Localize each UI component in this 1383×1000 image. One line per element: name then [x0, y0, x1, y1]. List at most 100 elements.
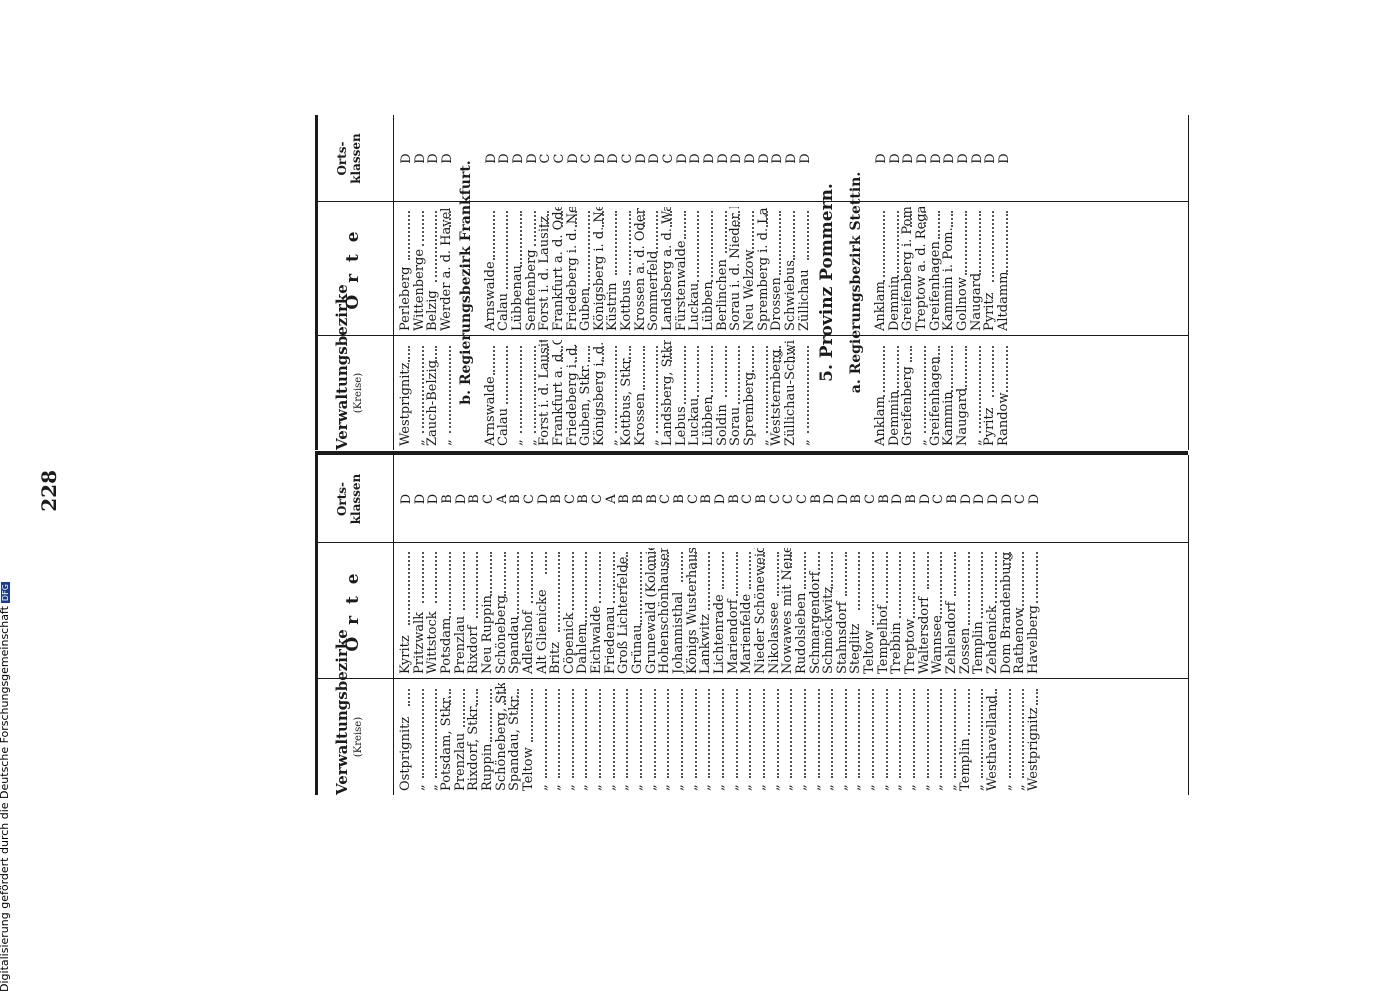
- right-bezirk-cell: Naugard: [955, 387, 970, 446]
- left-bezirk-cell: „: [945, 784, 959, 791]
- right-ort-cell: Friedeberg i. d. Neum.: [565, 207, 580, 331]
- left-ort-cell: Grunewald (Kolonie): [644, 548, 659, 674]
- left-ort-leader: [448, 552, 451, 618]
- left-ort-cell: Nowawes mit Neuendorf: [781, 548, 795, 674]
- left-ort-leader: [831, 552, 834, 589]
- left-bezirk-cell: „: [822, 784, 836, 791]
- right-bezirk-leader: [711, 346, 714, 397]
- right-bezirk-cell: Landsberg, Stkr.: [661, 340, 675, 446]
- left-bezirk-leader: [817, 689, 820, 778]
- left-bezirk-cell: „: [644, 784, 659, 791]
- dfg-logo: DFG: [1, 582, 10, 604]
- left-ort-cell: Alt Glienicke: [535, 589, 550, 674]
- header-bezirk-sub: (Kreise): [353, 716, 364, 758]
- left-ort-leader: [872, 552, 875, 625]
- left-bezirk-cell: „: [931, 784, 945, 791]
- right-bezirk-cell: Randow: [996, 392, 1011, 447]
- left-ort-cell: Stahnsdorf: [835, 601, 850, 674]
- right-ort-cell: Belzig: [426, 290, 440, 331]
- left-bezirk-leader: [981, 689, 984, 778]
- left-ort-cell: Schöneberg: [494, 594, 509, 674]
- right-ort-leader: [533, 211, 536, 246]
- left-ort-leader: [926, 552, 929, 589]
- left-bezirk-leader: [421, 689, 424, 778]
- right-ort-leader: [656, 211, 659, 253]
- left-top-rule: [315, 455, 318, 795]
- left-ort-cell: Rudolsleben: [794, 592, 809, 674]
- left-ort-cell: Potsdam: [439, 617, 454, 674]
- left-bezirk-leader: [1022, 689, 1025, 778]
- right-ort-leader: [421, 211, 424, 246]
- right-bezirk-cell: Lübben: [702, 396, 716, 446]
- left-ort-cell: Steglitz: [849, 623, 864, 674]
- right-ort-cell: Altdamm: [996, 271, 1011, 332]
- left-ort-cell: Friedenau: [603, 606, 618, 674]
- right-bezirk-leader: [506, 346, 509, 404]
- right-ort-cell: Demmin: [887, 275, 902, 331]
- left-ort-leader: [940, 552, 943, 618]
- left-bezirk-leader: [530, 689, 533, 742]
- left-bezirk-leader: [1035, 689, 1038, 705]
- left-col-rule-1: [315, 678, 1188, 679]
- left-bezirk-cell: „: [412, 784, 427, 791]
- left-bezirk-cell: „: [794, 784, 809, 791]
- right-ort-cell: Perleberg: [399, 266, 413, 331]
- left-ort-leader: [653, 552, 656, 568]
- right-bezirk-cell: Friedeberg i. d. Neum.: [565, 340, 580, 446]
- right-bezirk-cell: Luckau: [688, 397, 702, 446]
- right-ort-leader: [738, 211, 741, 227]
- left-bezirk-leader: [599, 689, 602, 778]
- right-bezirk-cell: Kottbus, Stkr.: [620, 355, 634, 446]
- right-ort-cell: Werder a. d. Havel: [439, 207, 454, 331]
- right-bezirk-cell: Weststernberg: [770, 349, 784, 446]
- left-ort-cell: Marienfelde: [740, 593, 754, 674]
- right-ort-cell: Senftenberg: [524, 249, 539, 331]
- right-bezirk-cell: Zauch-Belzig: [426, 360, 440, 446]
- left-bezirk-leader: [626, 689, 629, 778]
- right-ort-cell: Landsberg a. d. Warthe: [661, 207, 675, 331]
- right-bezirk-leader: [448, 346, 451, 433]
- right-ort-leader: [642, 211, 645, 227]
- right-ort-leader: [448, 211, 451, 227]
- left-ort-cell: Nieder Schöneweide: [753, 548, 768, 674]
- left-ort-leader: [503, 552, 506, 596]
- left-bezirk-cell: „: [863, 784, 877, 791]
- left-bezirk-cell: „: [685, 784, 700, 791]
- left-ort-leader: [435, 552, 438, 604]
- left-bezirk-leader: [762, 689, 765, 778]
- left-ort-leader: [994, 552, 997, 604]
- right-bezirk-leader: [792, 346, 795, 362]
- right-ort-leader: [937, 211, 940, 239]
- right-bezirk-leader: [992, 346, 995, 397]
- right-bezirk-cell: „: [797, 439, 812, 446]
- left-bezirk-cell: Ruppin: [480, 743, 495, 791]
- right-ort-cell: Naugard: [969, 272, 984, 331]
- right-ort-cell: Gollnow: [955, 277, 970, 331]
- left-bezirk-cell: „: [672, 784, 686, 791]
- left-ort-cell: Adlershof: [521, 610, 536, 674]
- right-bezirk-leader: [697, 346, 700, 397]
- left-bezirk-leader: [967, 689, 970, 735]
- left-bezirk-cell: „: [740, 784, 754, 791]
- right-bezirk-leader: [435, 346, 438, 362]
- right-ort-cell: Anklam: [874, 281, 888, 331]
- left-ort-leader: [790, 552, 793, 568]
- left-bezirk-leader: [913, 689, 916, 778]
- right-bezirk-cell: Spremberg: [742, 371, 757, 446]
- right-bezirk-leader: [923, 346, 926, 433]
- left-bezirk-leader: [517, 689, 520, 705]
- left-ort-cell: Spandau: [508, 616, 522, 674]
- left-bezirk-cell: „: [576, 784, 591, 791]
- right-bezirk-cell: „: [524, 439, 539, 446]
- right-ort-cell: Kammin i. Pom.: [942, 227, 956, 331]
- right-bezirk-cell: Pyritz: [983, 407, 997, 446]
- left-ort-leader: [476, 552, 479, 618]
- right-bezirk-cell: Krossen: [633, 392, 648, 446]
- right-bezirk-leader: [779, 346, 782, 362]
- right-bezirk-cell: Frankfurt a. d. O., Stkr.: [551, 340, 566, 446]
- left-ort-leader: [967, 552, 970, 625]
- left-bezirk-leader: [831, 689, 834, 778]
- left-bezirk-cell: „: [426, 784, 440, 791]
- right-header-bezirk: Verwaltungsbezirke (Kreise): [333, 284, 364, 450]
